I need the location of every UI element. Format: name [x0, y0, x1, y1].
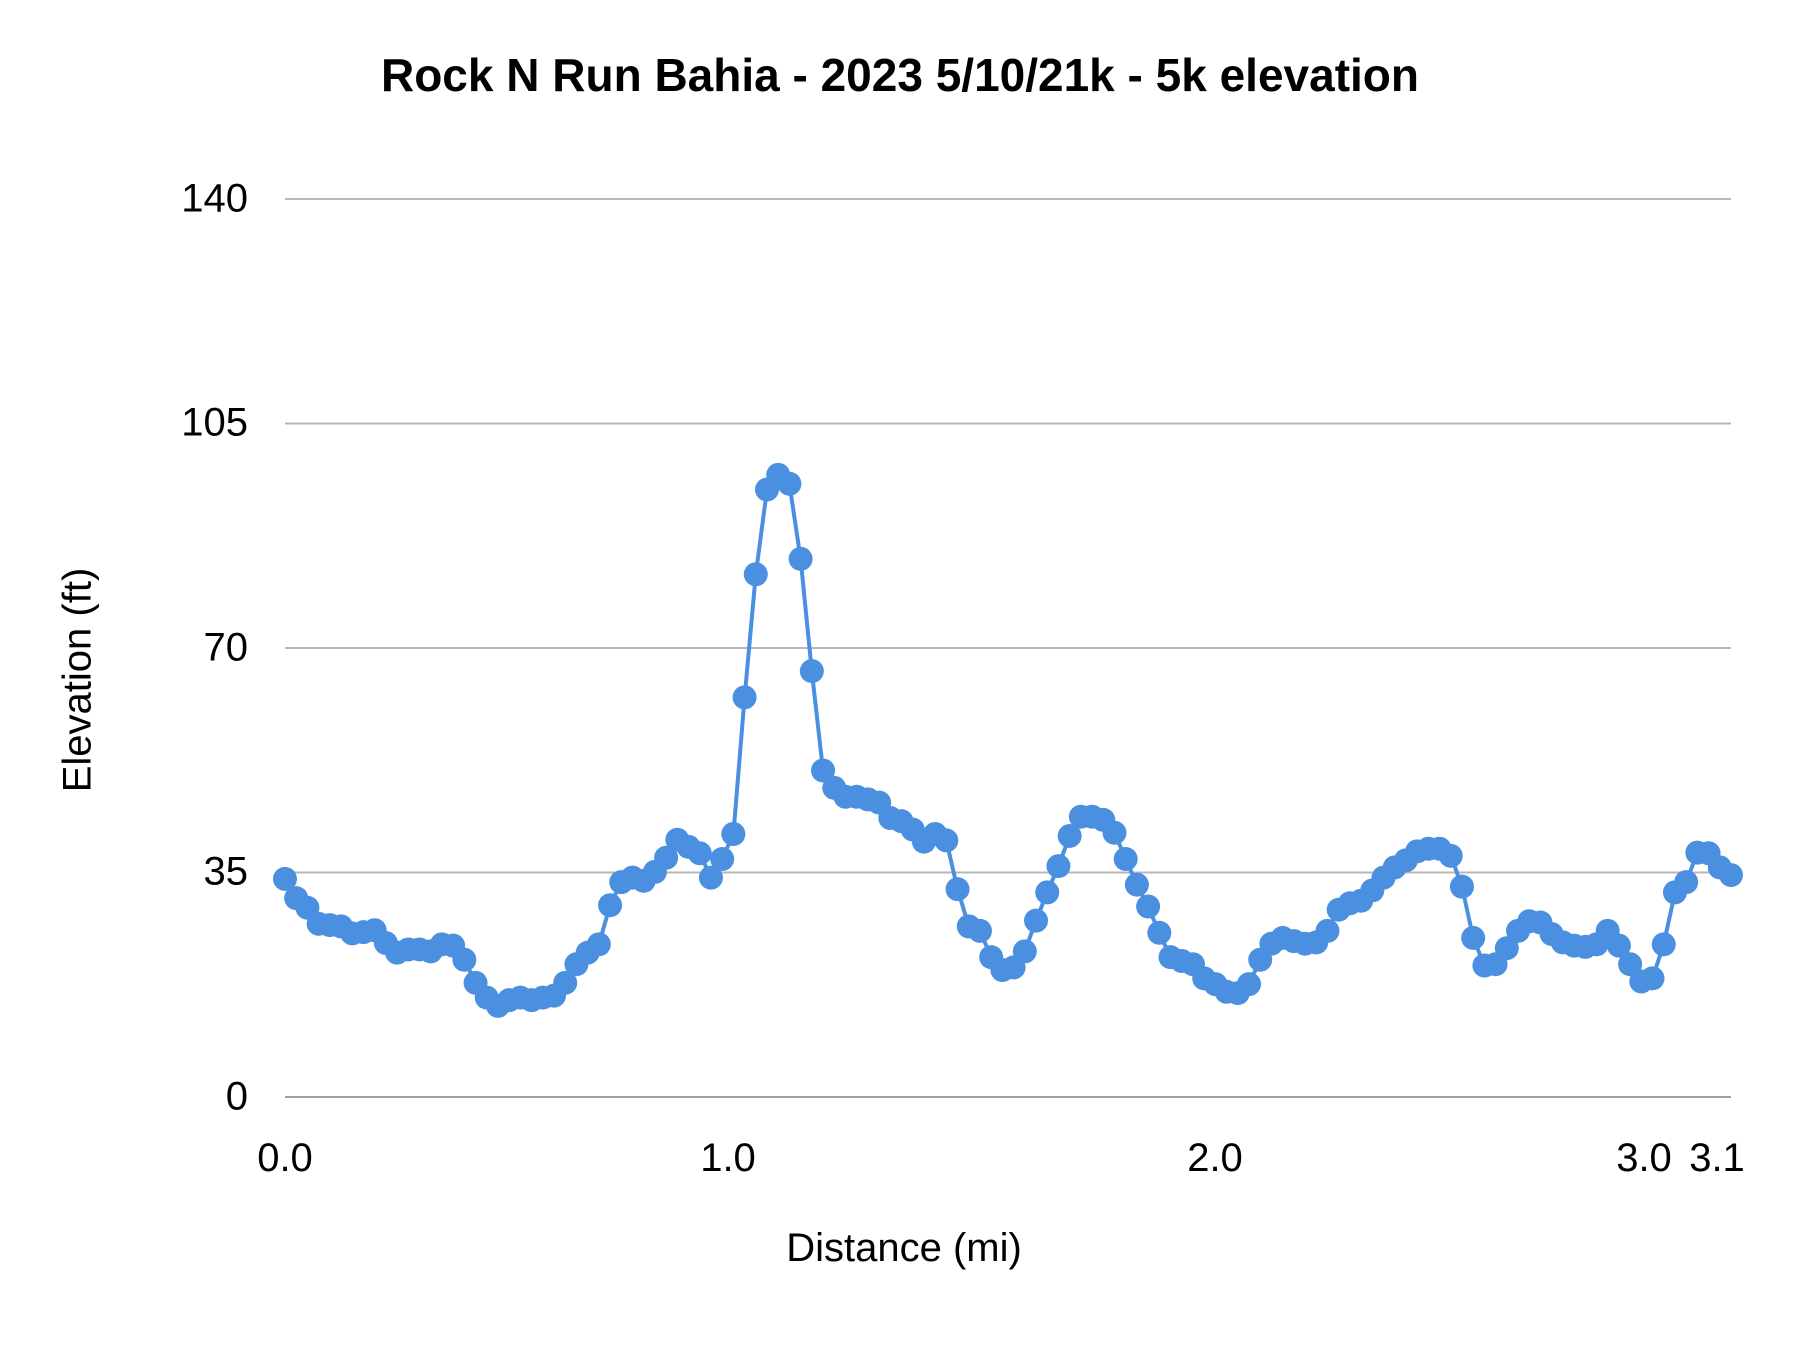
- data-point-marker: [1315, 918, 1340, 943]
- data-point-marker: [1147, 920, 1172, 945]
- data-point-marker: [788, 546, 813, 571]
- data-point-marker: [452, 947, 477, 972]
- data-point-marker: [654, 845, 679, 870]
- data-point-marker: [273, 866, 297, 891]
- data-point-marker: [1438, 843, 1463, 868]
- y-tick-105: 105: [181, 400, 248, 445]
- x-tick-0: 0.0: [257, 1136, 313, 1180]
- data-point-marker: [1651, 932, 1676, 957]
- x-tick-2: 2.0: [1187, 1136, 1243, 1180]
- data-point-marker: [1046, 854, 1071, 879]
- data-point-marker: [811, 758, 836, 783]
- data-point-marker: [732, 685, 757, 710]
- data-point-marker: [721, 822, 746, 847]
- elevation-series: [273, 462, 1743, 1018]
- data-point-marker: [598, 893, 623, 918]
- y-tick-70: 70: [203, 625, 249, 670]
- x-tick-1: 1.0: [700, 1136, 756, 1180]
- data-point-marker: [945, 877, 970, 902]
- data-point-marker: [1606, 933, 1631, 958]
- data-point-marker: [799, 659, 824, 684]
- x-tick-3: 3.0: [1616, 1136, 1672, 1180]
- data-point-marker: [777, 471, 802, 496]
- data-point-marker: [1035, 880, 1060, 905]
- data-point-marker: [934, 828, 959, 853]
- data-point-marker: [710, 847, 735, 872]
- data-point-marker: [1618, 952, 1643, 977]
- chart-title: Rock N Run Bahia - 2023 5/10/21k - 5k el…: [380, 49, 1419, 101]
- data-point-marker: [1024, 908, 1049, 933]
- data-point-marker: [1113, 847, 1138, 872]
- data-point-marker: [1640, 966, 1665, 991]
- data-point-marker: [1136, 894, 1161, 919]
- data-point-marker: [1057, 823, 1082, 848]
- data-point-marker: [1237, 972, 1261, 997]
- data-point-marker: [1012, 939, 1037, 964]
- data-point-marker: [1102, 820, 1127, 845]
- data-point-marker: [687, 841, 712, 866]
- x-axis-label: Distance (mi): [786, 1226, 1022, 1270]
- data-point-marker: [1494, 936, 1519, 961]
- data-point-marker: [743, 562, 768, 587]
- x-tick-3-1: 3.1: [1689, 1136, 1745, 1180]
- data-point-marker: [1461, 925, 1486, 950]
- data-point-marker: [1719, 863, 1743, 888]
- data-point-marker: [586, 932, 611, 957]
- y-tick-0: 0: [225, 1074, 248, 1119]
- data-point-marker: [1674, 870, 1699, 895]
- y-tick-35: 35: [203, 849, 249, 894]
- data-point-marker: [1449, 874, 1474, 899]
- data-point-marker: [553, 970, 578, 995]
- data-point-marker: [698, 865, 723, 890]
- data-point-marker: [967, 918, 992, 943]
- data-point-marker: [1124, 872, 1149, 897]
- y-tick-140: 140: [181, 176, 248, 221]
- gridlines: [285, 198, 1731, 1098]
